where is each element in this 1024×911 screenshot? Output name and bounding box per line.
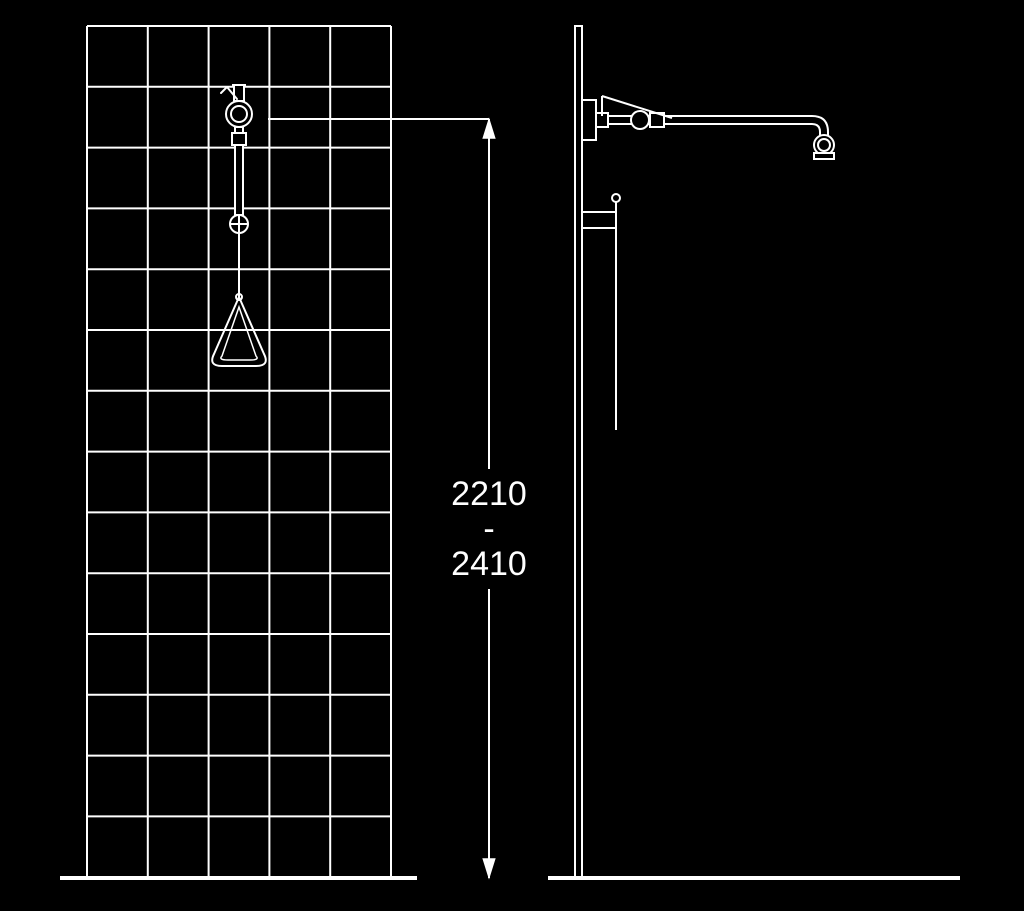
dim-text-bot: 2410 [451, 545, 527, 583]
dim-text-top: 2210 [451, 475, 527, 513]
dim-text-mid: - [483, 510, 494, 548]
technical-drawing: 2210-2410 [0, 0, 1024, 911]
